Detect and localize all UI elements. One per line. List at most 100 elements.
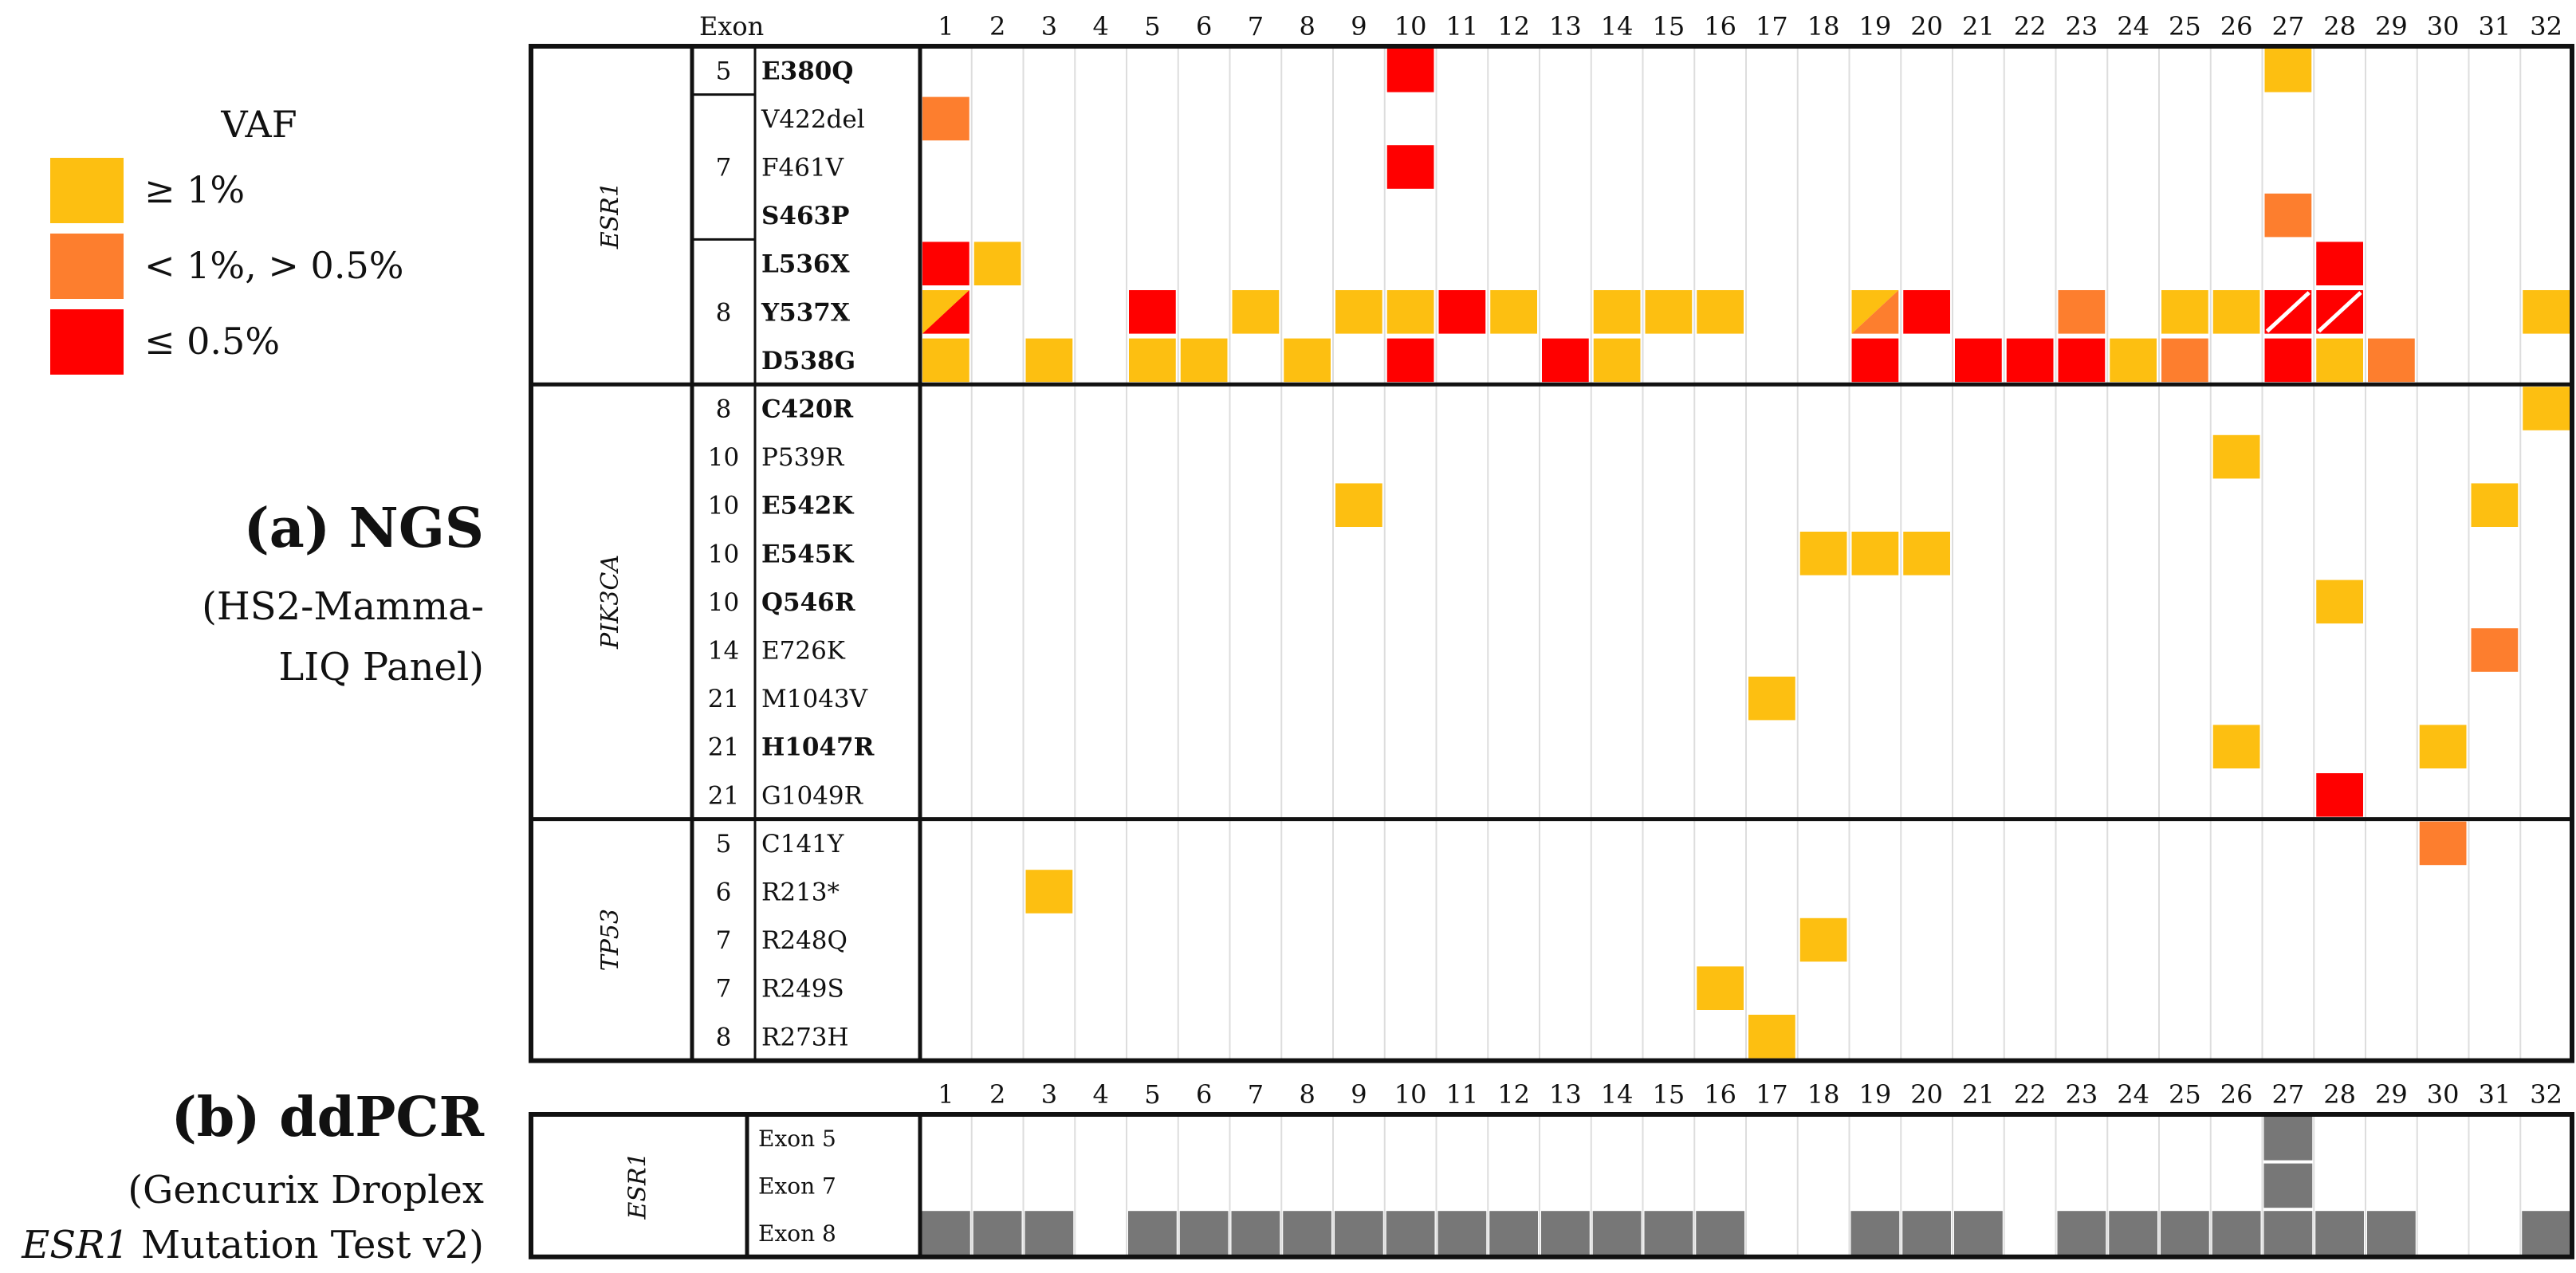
ddpcr-cell xyxy=(1231,1211,1280,1255)
ddpcr-heatmap: 1 2 3 4 5 6 7 8 9 10 11 12 13 14 15 16 17 18 19 20 21 22 23 24 2… xyxy=(529,1079,2574,1259)
ddpcr-panel-subtitle-tail: Mutation Test v2) xyxy=(129,1223,484,1267)
mutation-label: Y537X xyxy=(761,298,851,327)
heatmap-cell xyxy=(2058,338,2106,383)
ddpcr-cell xyxy=(1644,1211,1693,1255)
heatmap-cell xyxy=(2316,580,2363,624)
column-tick-label: 32 xyxy=(2530,1079,2562,1110)
column-tick-label: 8 xyxy=(1299,1079,1315,1110)
mutation-label: V422del xyxy=(761,105,865,134)
column-tick-label: 31 xyxy=(2479,11,2511,41)
exon-label: 8 xyxy=(716,298,732,327)
column-tick-label: 14 xyxy=(1601,11,1634,41)
column-tick-label: 19 xyxy=(1859,11,1892,41)
column-tick-label: 21 xyxy=(1962,1079,1995,1110)
legend: VAF ≥ 1% < 1%, > 0.5% ≤ 0.5% xyxy=(50,103,403,375)
heatmap-cell xyxy=(922,96,969,141)
legend-label: < 1%, > 0.5% xyxy=(144,244,403,287)
column-tick-label: 29 xyxy=(2375,1079,2408,1110)
heatmap-cell xyxy=(2316,338,2363,383)
column-tick-label: 22 xyxy=(2014,1079,2047,1110)
column-tick-label: 25 xyxy=(2169,1079,2201,1110)
ddpcr-row-label: Exon 8 xyxy=(758,1220,836,1247)
heatmap-cell xyxy=(1335,290,1382,334)
gene-label: ESR1 xyxy=(596,182,624,249)
ddpcr-cell xyxy=(2263,1211,2313,1255)
column-tick-label: 13 xyxy=(1549,1079,1582,1110)
column-tick-label: 21 xyxy=(1962,11,1995,41)
heatmap-cell xyxy=(1697,966,1744,1010)
heatmap-cell xyxy=(1955,338,2002,383)
column-tick-label: 11 xyxy=(1446,11,1479,41)
column-tick-label: 1 xyxy=(938,11,954,41)
exon-label: 10 xyxy=(708,443,739,472)
heatmap-cell xyxy=(1748,676,1795,721)
column-tick-label: 27 xyxy=(2272,1079,2305,1110)
column-tick-label: 5 xyxy=(1144,1079,1160,1110)
panel-frame xyxy=(529,44,2574,1063)
exon-label: 7 xyxy=(716,154,732,183)
column-tick-label: 9 xyxy=(1351,11,1367,41)
column-tick-label: 23 xyxy=(2066,11,2098,41)
heatmap-cell xyxy=(1232,290,1280,334)
heatmap-cell xyxy=(922,338,969,383)
ddpcr-panel-subtitle: (Gencurix Droplex xyxy=(128,1168,484,1212)
exon-label: 10 xyxy=(708,540,739,568)
column-tick-label: 17 xyxy=(1756,1079,1788,1110)
column-tick-label: 2 xyxy=(989,11,1005,41)
column-tick-label: 32 xyxy=(2530,11,2562,41)
heatmap-cell xyxy=(1697,290,1744,334)
ddpcr-cell xyxy=(1541,1211,1590,1255)
panel-frame xyxy=(529,1112,2574,1259)
heatmap-cell-divider xyxy=(2317,291,2362,333)
heatmap-cell xyxy=(2006,338,2054,383)
exon-label: 14 xyxy=(708,637,739,666)
ddpcr-row-label: Exon 7 xyxy=(758,1173,836,1199)
column-tick-label: 30 xyxy=(2427,11,2460,41)
heatmap-cell xyxy=(1025,338,1073,383)
column-tick-label: 13 xyxy=(1549,11,1582,41)
ddpcr-cell xyxy=(1179,1211,1229,1255)
heatmap-cell xyxy=(1799,917,1847,962)
mutation-label: G1049R xyxy=(761,781,864,810)
mutation-label: F461V xyxy=(761,154,844,183)
column-tick-label: 5 xyxy=(1144,11,1160,41)
heatmap-cell-lower xyxy=(922,290,969,334)
heatmap-cell xyxy=(2523,387,2570,430)
heatmap-cell xyxy=(2471,628,2519,672)
exon-label: 7 xyxy=(716,926,732,955)
heatmap-cell xyxy=(2419,821,2467,866)
ddpcr-cell xyxy=(2057,1211,2106,1255)
ddpcr-panel-title: (b) ddPCR xyxy=(171,1086,485,1149)
heatmap-cell xyxy=(2212,290,2260,334)
heatmap-cell xyxy=(2212,434,2260,479)
mutation-label: Q546R xyxy=(761,588,855,617)
heatmap-cell xyxy=(922,242,969,285)
column-tick-label: 22 xyxy=(2014,11,2047,41)
ddpcr-cell xyxy=(2315,1211,2364,1255)
heatmap-cell xyxy=(1851,338,1899,383)
heatmap-cell xyxy=(1799,532,1847,576)
ddpcr-cell xyxy=(1283,1211,1331,1255)
exon-label: 10 xyxy=(708,588,739,617)
gene-label: TP53 xyxy=(596,909,624,971)
heatmap-cell xyxy=(2264,338,2312,383)
heatmap-cell xyxy=(2110,338,2157,383)
column-tick-label: 4 xyxy=(1092,1079,1108,1110)
column-tick-label: 18 xyxy=(1807,1079,1840,1110)
exon-label: 5 xyxy=(716,57,732,85)
ngs-panel-title: (a) NGS xyxy=(244,497,484,560)
ddpcr-cell xyxy=(2212,1211,2261,1255)
column-tick-label: 24 xyxy=(2117,1079,2149,1110)
mutation-label: R248Q xyxy=(761,926,848,955)
column-tick-label: 24 xyxy=(2117,11,2149,41)
heatmap-cell xyxy=(973,242,1021,285)
column-tick-label: 26 xyxy=(2220,11,2253,41)
heatmap-cell xyxy=(1386,145,1434,189)
column-tick-label: 26 xyxy=(2220,1079,2253,1110)
heatmap-cell xyxy=(1851,532,1899,576)
column-tick-label: 8 xyxy=(1299,11,1315,41)
column-tick-label: 3 xyxy=(1041,1079,1057,1110)
column-tick-label: 16 xyxy=(1704,1079,1736,1110)
ddpcr-cell xyxy=(1850,1211,1900,1255)
